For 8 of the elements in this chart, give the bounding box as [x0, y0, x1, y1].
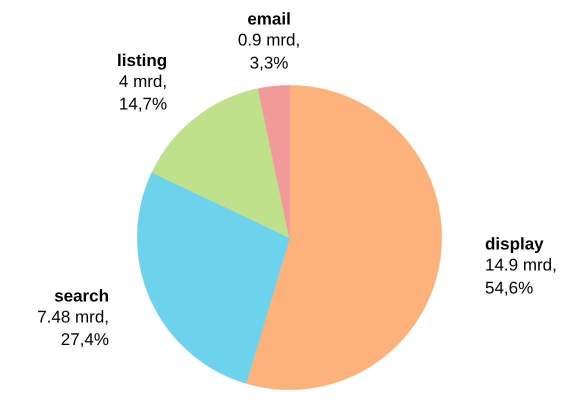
slice-label: display: [485, 234, 544, 254]
slice-label: search: [54, 286, 110, 306]
data-label: 4 mrd, 14,7%: [118, 72, 168, 114]
data-label: 7.48 mrd, 27,4%: [37, 307, 110, 350]
data-label: 0.9 mrd, 3,3%: [238, 30, 300, 72]
data-label: 14.9 mrd, 54,6%: [485, 256, 557, 298]
slice-label: listing: [117, 50, 168, 70]
slice-label: email: [247, 9, 291, 28]
